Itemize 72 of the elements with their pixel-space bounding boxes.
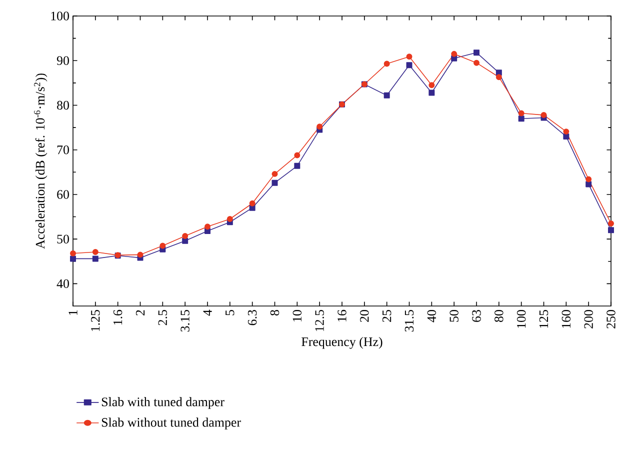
- x-tick-label: 5: [226, 310, 234, 316]
- point: [608, 227, 614, 234]
- x-tick-label: 4: [203, 310, 212, 316]
- y-tick-label: 100: [51, 12, 69, 20]
- point: [474, 60, 480, 66]
- point: [406, 54, 412, 60]
- x-tick-label: 250: [606, 310, 616, 328]
- x-tick-label: 200: [584, 310, 593, 328]
- point: [294, 162, 300, 169]
- x-tick-label: 1: [68, 310, 78, 315]
- point: [608, 220, 614, 226]
- point: [428, 82, 435, 88]
- point: [474, 50, 480, 56]
- point: [272, 170, 278, 177]
- x-tick-label: 40: [427, 310, 436, 322]
- point: [563, 133, 570, 140]
- legend-label: Slab with tuned damper: [102, 397, 224, 409]
- point: [384, 92, 390, 98]
- point: [226, 216, 233, 222]
- point: [182, 232, 188, 239]
- point: [92, 249, 98, 256]
- x-tick-label: 12.5: [315, 310, 324, 332]
- point: [428, 90, 435, 96]
- x-tick-label: 100: [516, 310, 526, 328]
- x-tick-label: 20: [360, 310, 369, 322]
- point: [249, 200, 256, 206]
- x-tick-label: 63: [472, 310, 481, 322]
- y-tick-label: 40: [56, 279, 69, 288]
- point: [451, 50, 458, 57]
- x-axis-title: Frequency (Hz): [302, 337, 382, 349]
- point: [272, 180, 278, 186]
- point: [204, 224, 210, 230]
- x-tick-label: 80: [494, 310, 504, 322]
- x-tick-label: 25: [382, 310, 392, 322]
- x-tick-label: 10: [292, 310, 302, 322]
- x-tick-label: 160: [562, 310, 571, 328]
- point: [294, 152, 300, 158]
- y-tick-label: 50: [57, 234, 69, 244]
- point: [406, 62, 412, 68]
- point: [92, 256, 98, 262]
- x-tick-label: 50: [450, 310, 458, 322]
- y-tick-label: 90: [56, 56, 69, 65]
- point: [496, 70, 502, 76]
- point: [586, 176, 592, 182]
- y-axis-title: Acceleration (dB (ref. 10$^{-6}$·m/s$^{2}$)): [34, 74, 48, 249]
- point: [518, 116, 524, 122]
- point: [563, 128, 570, 135]
- point: [160, 242, 166, 249]
- point: [70, 250, 76, 256]
- x-tick-label: 6.3: [248, 310, 257, 326]
- x-tick-label: 3.15: [180, 310, 190, 332]
- point: [518, 110, 524, 116]
- point: [182, 238, 188, 244]
- point: [316, 124, 323, 130]
- x-tick-label: 16: [338, 310, 346, 322]
- x-tick-label: 31.5: [404, 310, 414, 332]
- point: [540, 112, 547, 118]
- x-tick-label: 8: [270, 310, 280, 316]
- x-tick-label: 1.25: [91, 310, 100, 332]
- x-tick-label: 125: [539, 310, 548, 328]
- x-tick-label: 2.5: [158, 310, 168, 326]
- point: [496, 74, 502, 80]
- point: [586, 181, 592, 188]
- point: [137, 252, 144, 258]
- point: [384, 60, 390, 67]
- legend-label: Slab without tuned damper: [102, 418, 241, 430]
- x-tick-label: 2: [136, 310, 145, 316]
- y-tick-label: 70: [57, 145, 69, 154]
- x-tick-label: 1.6: [113, 310, 122, 325]
- point: [70, 256, 76, 262]
- y-tick-label: 80: [57, 100, 69, 110]
- y-tick-label: 60: [57, 190, 69, 199]
